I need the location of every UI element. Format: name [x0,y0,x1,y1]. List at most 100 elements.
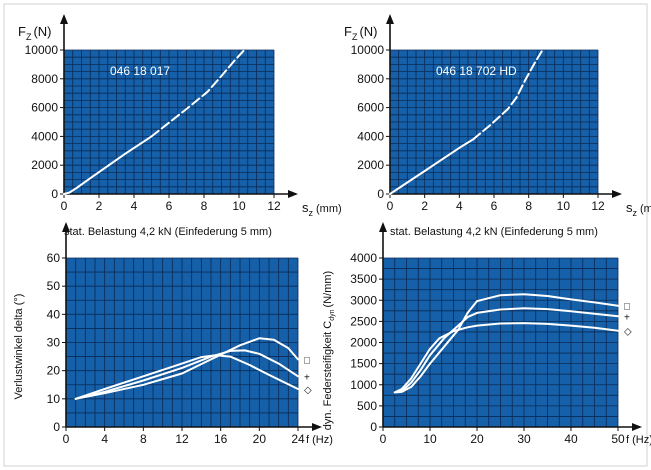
y-tick-label: 2000 [31,158,58,172]
series-group [389,49,544,195]
y-axis-arrow [386,14,394,24]
axes: 0 2 4 6 8 10 12 0 2000 4000 6000 8000 10000 [25,14,298,213]
x-axis-label: sz(mm) [302,200,342,218]
series-marker-label: □ [624,302,630,313]
x-tick-label: 0 [380,432,387,446]
series-marker-label: + [304,372,310,383]
x-tick-label: 8 [140,432,147,446]
y-tick-label: 60 [47,251,61,265]
y-tick-label: 3500 [350,272,377,286]
x-tick-label: 0 [61,199,68,213]
series-line-2 [472,49,544,141]
series-line-1 [393,293,619,394]
series-marker-label: ◇ [304,385,312,396]
y-axis-arrow [60,14,68,24]
y-tick-label: 10000 [25,43,59,57]
series-line-3 [393,322,619,394]
x-axis-arrow [288,190,298,198]
x-tick-label: 12 [267,199,281,213]
chart-2: 0 2 4 6 8 10 12 0 2000 4000 6000 8000 10000 046 18 70… [344,14,651,238]
x-axis-label: f (Hz) [626,434,651,446]
y-axis-label: dyn. Federsteifigkeit Cdyn(N/mm) [322,271,336,430]
y-tick-label: 2000 [357,158,384,172]
series-label: 046 18 017 [110,64,170,78]
figure-frame [3,3,648,467]
y-axis-label: FZ (N) [344,24,378,42]
x-tick-label: 6 [491,199,498,213]
chart-4: 0 10 20 30 40 5005001000150020002500300035004… [322,222,651,446]
x-tick-label: 4 [456,199,463,213]
x-tick-label: 4 [101,432,108,446]
axes: 0 4 8 12 16 20 24 0 10 20 30 40 50 60 [47,222,322,446]
y-tick-label: 8000 [357,72,384,86]
y-tick-label: 4000 [350,251,377,265]
x-axis-arrow [612,190,622,198]
y-tick-label: 0 [53,420,60,434]
y-tick-label: 6000 [31,101,58,115]
chart-1: 0 2 4 6 8 10 12 0 2000 4000 6000 8000 10000 046 18 01… [18,14,342,238]
series-line-2 [150,49,246,138]
x-tick-label: 6 [166,199,173,213]
series-line-3 [74,354,299,400]
y-tick-label: 40 [47,307,61,321]
chart-caption: stat. Belastung 4,2 kN (Einfederung 5 mm… [64,226,272,238]
x-tick-label: 20 [470,432,484,446]
x-tick-label: 8 [201,199,208,213]
series-line-1 [63,135,153,195]
x-tick-label: 40 [564,432,578,446]
y-tick-label: 2500 [350,314,377,328]
x-axis-label: f (Hz) [306,434,333,446]
series-group [63,49,246,195]
y-tick-label: 4000 [357,129,384,143]
y-axis-label: FZ (N) [18,24,52,42]
x-tick-label: 2 [421,199,428,213]
axes: 0 10 20 30 40 5005001000150020002500300035004… [350,222,642,446]
y-tick-label: 50 [47,279,61,293]
y-axis-arrow [379,222,387,232]
y-axis-arrow [62,222,70,232]
y-tick-label: 1000 [350,378,377,392]
series-line-2 [74,349,299,400]
y-tick-label: 500 [357,399,377,413]
y-tick-label: 1500 [350,357,377,371]
x-axis-arrow [312,423,322,431]
series-marker-label: □ [304,355,310,366]
axes: 0 2 4 6 8 10 12 0 2000 4000 6000 8000 10000 [351,14,622,213]
y-tick-label: 20 [47,364,61,378]
x-tick-label: 20 [253,432,267,446]
y-tick-label: 10000 [351,43,385,57]
x-axis-arrow [632,423,642,431]
y-tick-label: 3000 [350,293,377,307]
series-group: □ + ◇ [74,337,312,400]
y-tick-label: 0 [51,187,58,201]
x-tick-label: 0 [387,199,394,213]
x-tick-label: 16 [214,432,228,446]
series-marker-label: + [624,312,630,323]
y-tick-label: 30 [47,336,61,350]
x-tick-label: 4 [131,199,138,213]
grid [389,49,599,195]
x-tick-label: 10 [557,199,571,213]
y-tick-label: 6000 [357,101,384,115]
x-tick-label: 10 [232,199,246,213]
x-tick-label: 30 [517,432,531,446]
x-tick-label: 10 [423,432,437,446]
y-tick-label: 10 [47,392,61,406]
y-axis-label: Verlustwinkel delta (°) [13,294,25,400]
x-tick-label: 8 [525,199,532,213]
x-tick-label: 0 [63,432,70,446]
x-tick-label: 24 [291,432,305,446]
x-tick-label: 12 [175,432,189,446]
x-tick-label: 50 [611,432,625,446]
y-tick-label: 0 [377,187,384,201]
x-tick-label: 12 [591,199,605,213]
series-label: 046 18 702 HD [436,64,517,78]
x-tick-label: 2 [96,199,103,213]
series-line-2 [393,307,619,394]
chart-3: 0 4 8 12 16 20 24 0 10 20 30 40 50 60 □ + ◇ Verlustwinkel… [13,222,333,446]
x-axis-label: sz(mm) [626,200,651,218]
series-line-1 [389,138,475,195]
chart-caption: stat. Belastung 4,2 kN (Einfederung 5 mm… [390,226,598,238]
y-tick-label: 0 [370,420,377,434]
